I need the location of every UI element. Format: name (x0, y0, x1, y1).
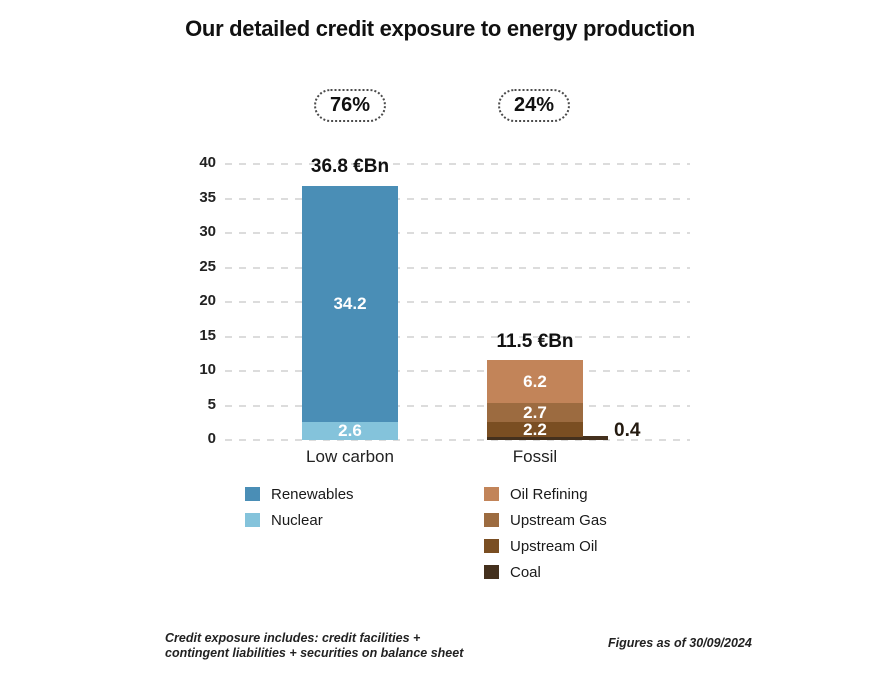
legend-swatch-upstream-oil (484, 539, 499, 553)
segment-value-upstream-oil: 2.2 (523, 420, 547, 439)
legend-item-coal: Coal (484, 559, 607, 585)
gridline-40 (225, 163, 690, 165)
y-axis-label-0: 0 (207, 430, 216, 447)
legend-item-oil-refining: Oil Refining (484, 481, 607, 507)
legend-swatch-oil-refining (484, 487, 499, 501)
gridline-5 (225, 404, 690, 407)
footnote-line-2: contingent liabilities + securities on b… (165, 645, 464, 660)
y-axis-label-20: 20 (199, 292, 216, 309)
bar-segment-upstream-oil: 2.2 (487, 420, 583, 439)
gridline-35 (225, 197, 690, 200)
legend-label-upstream-oil: Upstream Oil (510, 537, 598, 555)
legend-label-renewables: Renewables (271, 485, 354, 503)
legend-item-upstream-oil: Upstream Oil (484, 533, 607, 559)
legend-item-nuclear: Nuclear (245, 507, 354, 533)
share-badge-low-carbon: 76% (314, 89, 386, 122)
gridline-15 (225, 335, 690, 338)
legend-label-oil-refining: Oil Refining (510, 485, 588, 503)
legend-label-coal: Coal (510, 563, 541, 581)
bar-segment-renewables: 34.2 (302, 186, 398, 422)
segment-value-coal: 0.4 (614, 420, 641, 441)
legend-swatch-renewables (245, 487, 260, 501)
y-axis-label-30: 30 (199, 223, 216, 240)
bar-segment-upstream-gas: 2.7 (487, 403, 583, 422)
y-axis-label-25: 25 (199, 257, 216, 275)
bar-segment-coal (487, 436, 608, 440)
y-axis-label-10: 10 (199, 361, 216, 378)
bar-segment-nuclear: 2.6 (302, 422, 398, 440)
y-axis-label-5: 5 (207, 395, 216, 413)
gridline-20 (225, 301, 690, 303)
category-label-low-carbon: Low carbon (306, 447, 394, 466)
bar-total-fossil: 11.5 €Bn (496, 330, 574, 352)
footnote: Credit exposure includes: credit facilit… (165, 631, 463, 660)
page-title: Our detailed credit exposure to energy p… (185, 16, 695, 41)
category-label-fossil: Fossil (512, 447, 558, 466)
figures-as-of-note: Figures as of 30/09/2024 (608, 636, 752, 650)
share-badge-fossil: 24% (498, 89, 570, 122)
gridline-0 (225, 439, 690, 441)
share-badge-low-carbon-value: 76% (329, 94, 371, 116)
segment-value-oil-refining: 6.2 (523, 372, 547, 391)
legend-fossil: Oil Refining Upstream Gas Upstream Oil Coal (484, 481, 607, 585)
segment-value-renewables: 34.2 (333, 294, 367, 313)
y-axis-label-40: 40 (199, 154, 216, 171)
gridline-10 (225, 370, 690, 372)
legend-item-upstream-gas: Upstream Gas (484, 507, 607, 533)
footnote-line-1: Credit exposure includes: credit facilit… (165, 631, 421, 645)
segment-value-nuclear: 2.6 (338, 421, 362, 440)
legend-low-carbon: Renewables Nuclear (245, 481, 354, 533)
legend-swatch-nuclear (245, 513, 260, 527)
segment-value-upstream-gas: 2.7 (523, 403, 547, 422)
legend-label-upstream-gas: Upstream Gas (510, 511, 607, 529)
bar-total-low-carbon: 36.8 €Bn (310, 156, 390, 178)
bar-segment-oil-refining: 6.2 (487, 360, 583, 403)
share-badge-fossil-value: 24% (513, 94, 555, 116)
gridline-30 (225, 232, 690, 234)
legend-item-renewables: Renewables (245, 481, 354, 507)
gridline-25 (225, 266, 690, 269)
legend-swatch-upstream-gas (484, 513, 499, 527)
y-axis-label-35: 35 (199, 188, 216, 206)
legend-label-nuclear: Nuclear (271, 511, 323, 529)
legend-swatch-coal (484, 565, 499, 579)
y-axis-label-15: 15 (199, 326, 216, 344)
